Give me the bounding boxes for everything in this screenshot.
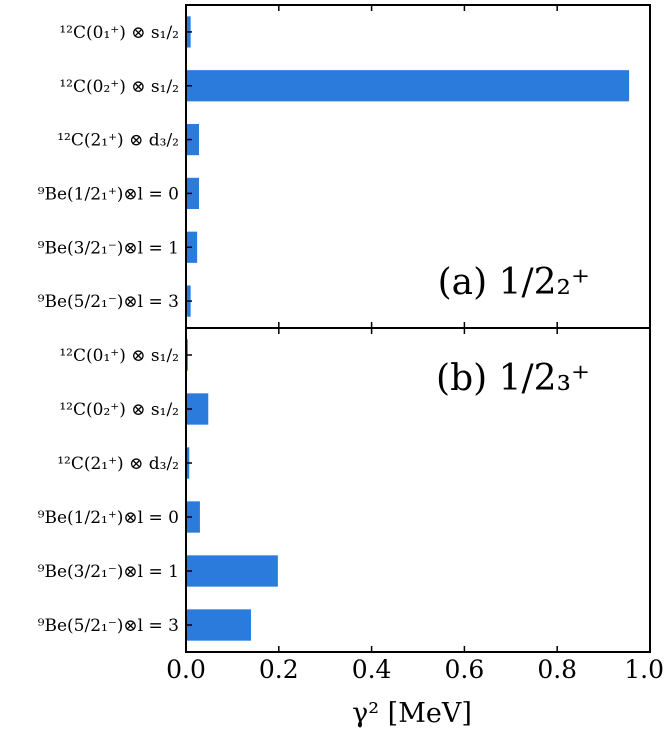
x-tick-label: 0.8 bbox=[537, 655, 577, 684]
category-label: ⁹Be(3/2₁⁻)⊗l = 1 bbox=[38, 562, 179, 582]
x-tick-label: 1.0 bbox=[624, 655, 664, 684]
bar bbox=[186, 501, 200, 533]
panel-label: (a) 1/2₂⁺ bbox=[438, 262, 590, 303]
category-label: ¹²C(2₁⁺) ⊗ d₃/₂ bbox=[57, 454, 179, 474]
x-tick-label: 0.6 bbox=[445, 655, 485, 684]
category-label: ⁹Be(5/2₁⁻)⊗l = 3 bbox=[38, 616, 179, 636]
x-axis-title: γ² [MeV] bbox=[352, 698, 472, 729]
category-label: ⁹Be(1/2₁⁺)⊗l = 0 bbox=[38, 508, 179, 528]
bar bbox=[186, 609, 251, 641]
panel-frame bbox=[185, 327, 651, 653]
category-label: ¹²C(0₁⁺) ⊗ s₁/₂ bbox=[59, 23, 179, 43]
bar bbox=[186, 70, 630, 102]
bar bbox=[186, 177, 199, 210]
category-label: ⁹Be(1/2₁⁺)⊗l = 0 bbox=[38, 184, 179, 204]
x-tick-label: 0.0 bbox=[166, 655, 206, 684]
panel-label: (b) 1/2₃⁺ bbox=[436, 358, 590, 399]
bar bbox=[186, 393, 209, 425]
category-label: ¹²C(0₂⁺) ⊗ s₁/₂ bbox=[59, 77, 179, 97]
category-label: ¹²C(2₁⁺) ⊗ d₃/₂ bbox=[57, 131, 179, 151]
category-label: ¹²C(0₂⁺) ⊗ s₁/₂ bbox=[59, 400, 179, 420]
text-layer: ¹²C(0₁⁺) ⊗ s₁/₂ ¹²C(0₂⁺) ⊗ s₁/₂ ¹²C(2₁⁺) ⊗… bbox=[38, 23, 664, 684]
bar bbox=[186, 555, 278, 587]
category-label: ⁹Be(5/2₁⁻)⊗l = 3 bbox=[38, 292, 179, 312]
x-tick-label: 0.4 bbox=[352, 655, 392, 684]
x-tick-label: 0.2 bbox=[259, 655, 299, 684]
category-label: ¹²C(0₁⁺) ⊗ s₁/₂ bbox=[59, 346, 179, 366]
frame-layer bbox=[185, 4, 651, 653]
bar bbox=[186, 123, 199, 156]
bars-layer bbox=[186, 16, 630, 641]
category-label: ⁹Be(3/2₁⁻)⊗l = 1 bbox=[38, 238, 179, 258]
